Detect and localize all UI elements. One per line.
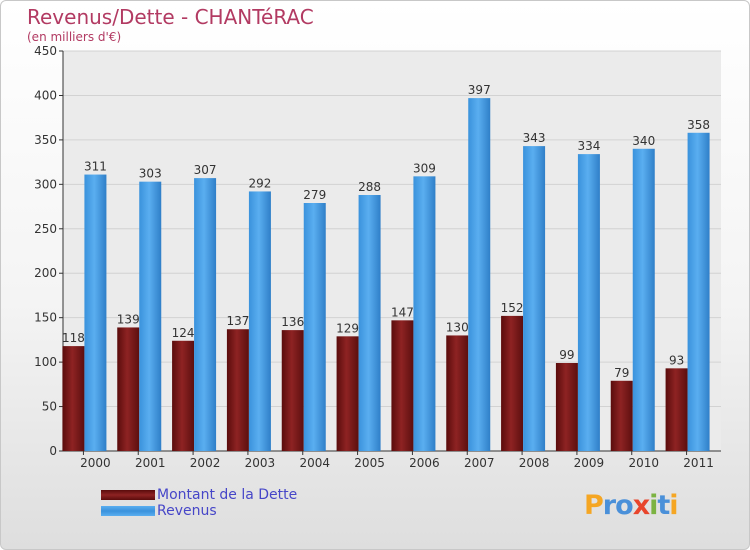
y-tick-label: 100 <box>34 355 57 369</box>
y-tick-label: 200 <box>34 266 57 280</box>
logo-letter: P <box>584 490 604 521</box>
bar-debt <box>281 330 304 451</box>
logo-letter: i <box>669 490 678 521</box>
x-tick-label: 2008 <box>519 456 550 470</box>
bar-debt <box>117 327 140 451</box>
bar-revenus <box>358 195 381 451</box>
data-label: 79 <box>614 366 629 380</box>
data-label: 397 <box>468 83 491 97</box>
data-label: 307 <box>194 163 217 177</box>
data-label: 136 <box>281 315 304 329</box>
data-label: 147 <box>391 305 414 319</box>
bar-debt <box>555 363 578 451</box>
bar-debt <box>172 340 195 451</box>
data-label: 99 <box>559 348 574 362</box>
bar-debt <box>446 335 469 451</box>
x-tick-label: 2001 <box>135 456 166 470</box>
proxiti-logo: Proxiti <box>584 490 679 521</box>
bar-revenus <box>194 178 217 451</box>
legend-swatch-revenus <box>101 506 155 516</box>
y-tick-label: 350 <box>34 133 57 147</box>
data-label: 288 <box>358 180 381 194</box>
y-tick-label: 50 <box>42 400 57 414</box>
logo-letter: x <box>632 490 650 521</box>
bar-revenus <box>303 203 326 451</box>
bar-debt <box>226 329 249 451</box>
bar-debt <box>62 346 85 451</box>
bar-revenus <box>577 154 600 451</box>
x-tick-label: 2002 <box>190 456 221 470</box>
x-tick-label: 2006 <box>409 456 440 470</box>
y-tick-label: 0 <box>49 444 57 458</box>
y-tick-label: 400 <box>34 88 57 102</box>
y-tick-label: 450 <box>34 44 57 58</box>
data-label: 130 <box>446 320 469 334</box>
bar-debt <box>391 320 414 451</box>
data-label: 311 <box>84 160 107 174</box>
y-tick-label: 300 <box>34 177 57 191</box>
bar-revenus <box>468 98 491 451</box>
bar-debt <box>501 315 524 451</box>
x-tick-label: 2000 <box>80 456 111 470</box>
data-label: 137 <box>226 314 249 328</box>
bar-revenus <box>413 176 436 452</box>
data-label: 358 <box>687 118 710 132</box>
bar-revenus <box>248 191 271 451</box>
bar-revenus <box>523 146 546 451</box>
bar-revenus <box>632 148 655 451</box>
data-label: 124 <box>172 326 195 340</box>
data-label: 340 <box>632 134 655 148</box>
data-label: 129 <box>336 321 359 335</box>
x-tick-label: 2007 <box>464 456 495 470</box>
chart-subtitle: (en milliers d'€) <box>27 30 122 44</box>
logo-letter: r <box>602 490 616 521</box>
x-tick-label: 2009 <box>574 456 605 470</box>
data-label: 152 <box>501 301 524 315</box>
data-label: 343 <box>523 131 546 145</box>
data-label: 139 <box>117 312 140 326</box>
bar-debt <box>336 336 359 451</box>
y-tick-label: 250 <box>34 222 57 236</box>
legend-label-revenus: Revenus <box>157 503 217 519</box>
data-label: 309 <box>413 161 436 175</box>
data-label: 334 <box>577 139 600 153</box>
y-tick-label: 150 <box>34 311 57 325</box>
bar-revenus <box>687 132 710 451</box>
x-tick-label: 2010 <box>628 456 659 470</box>
data-label: 93 <box>669 353 684 367</box>
legend-label-debt: Montant de la Dette <box>157 487 298 503</box>
bar-revenus <box>84 174 107 452</box>
legend-swatch-debt <box>101 490 155 500</box>
x-tick-label: 2004 <box>299 456 330 470</box>
chart-title: Revenus/Dette - CHANTéRAC <box>27 5 314 29</box>
x-tick-label: 2005 <box>354 456 385 470</box>
data-label: 279 <box>303 188 326 202</box>
data-label: 292 <box>248 176 271 190</box>
x-tick-label: 2011 <box>683 456 714 470</box>
data-label: 303 <box>139 167 162 181</box>
bar-revenus <box>139 181 162 451</box>
x-tick-label: 2003 <box>245 456 276 470</box>
data-label: 118 <box>62 331 85 345</box>
logo-letter: t <box>657 490 670 521</box>
logo-letter: i <box>649 490 658 521</box>
logo-letter: o <box>615 490 634 521</box>
bar-debt <box>610 380 633 451</box>
bar-debt <box>665 368 688 451</box>
